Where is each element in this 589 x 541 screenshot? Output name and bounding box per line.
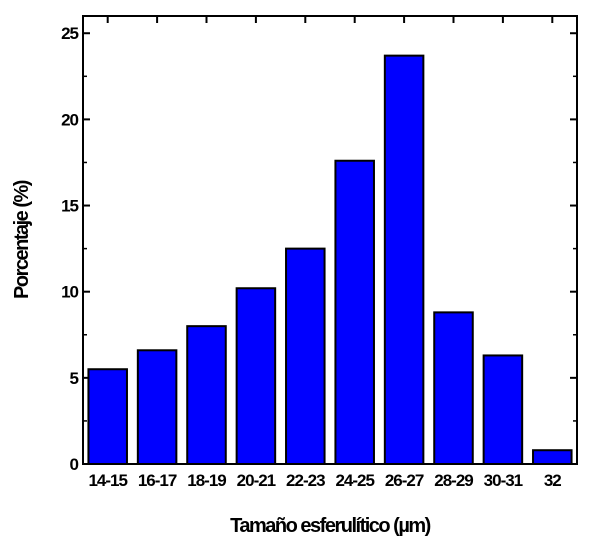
tick-labels: 0 5 10 15 20 25 14-15 16-17 18-19 20-21 22-23 24-25… (61, 24, 562, 490)
x-tick-label: 26-27 (385, 471, 424, 490)
bar (383, 54, 425, 465)
bars (87, 54, 573, 466)
x-tick-label: 24-25 (335, 471, 374, 490)
y-axis-title: Porcentaje (%) (11, 180, 33, 299)
x-tick-label: 14-15 (88, 471, 127, 490)
y-tick-label: 10 (61, 283, 78, 302)
x-axis-title: Tamaño esferulítico (µm) (230, 515, 430, 537)
bar (532, 449, 573, 466)
x-tick-label: 18-19 (187, 471, 226, 490)
x-tick-label: 28-29 (434, 471, 473, 490)
plot-frame (82, 15, 578, 465)
y-tick-label: 25 (61, 24, 78, 43)
bar (186, 325, 227, 465)
bar (87, 368, 128, 466)
y-tick-label: 20 (61, 110, 78, 129)
x-tick-label: 30-31 (484, 471, 523, 490)
y-tick-label: 15 (61, 197, 78, 216)
y-tick-label: 0 (70, 455, 79, 474)
bar (235, 287, 277, 465)
bar (482, 354, 524, 466)
bar (334, 159, 375, 465)
bar (285, 247, 326, 465)
y-tick-label: 5 (70, 369, 79, 388)
x-tick-label: 16-17 (138, 471, 177, 490)
x-tick-label: 22-23 (286, 471, 325, 490)
x-tick-label: 32 (544, 471, 561, 490)
bar (433, 311, 474, 465)
x-tick-label: 20-21 (237, 471, 276, 490)
bar (136, 349, 178, 465)
